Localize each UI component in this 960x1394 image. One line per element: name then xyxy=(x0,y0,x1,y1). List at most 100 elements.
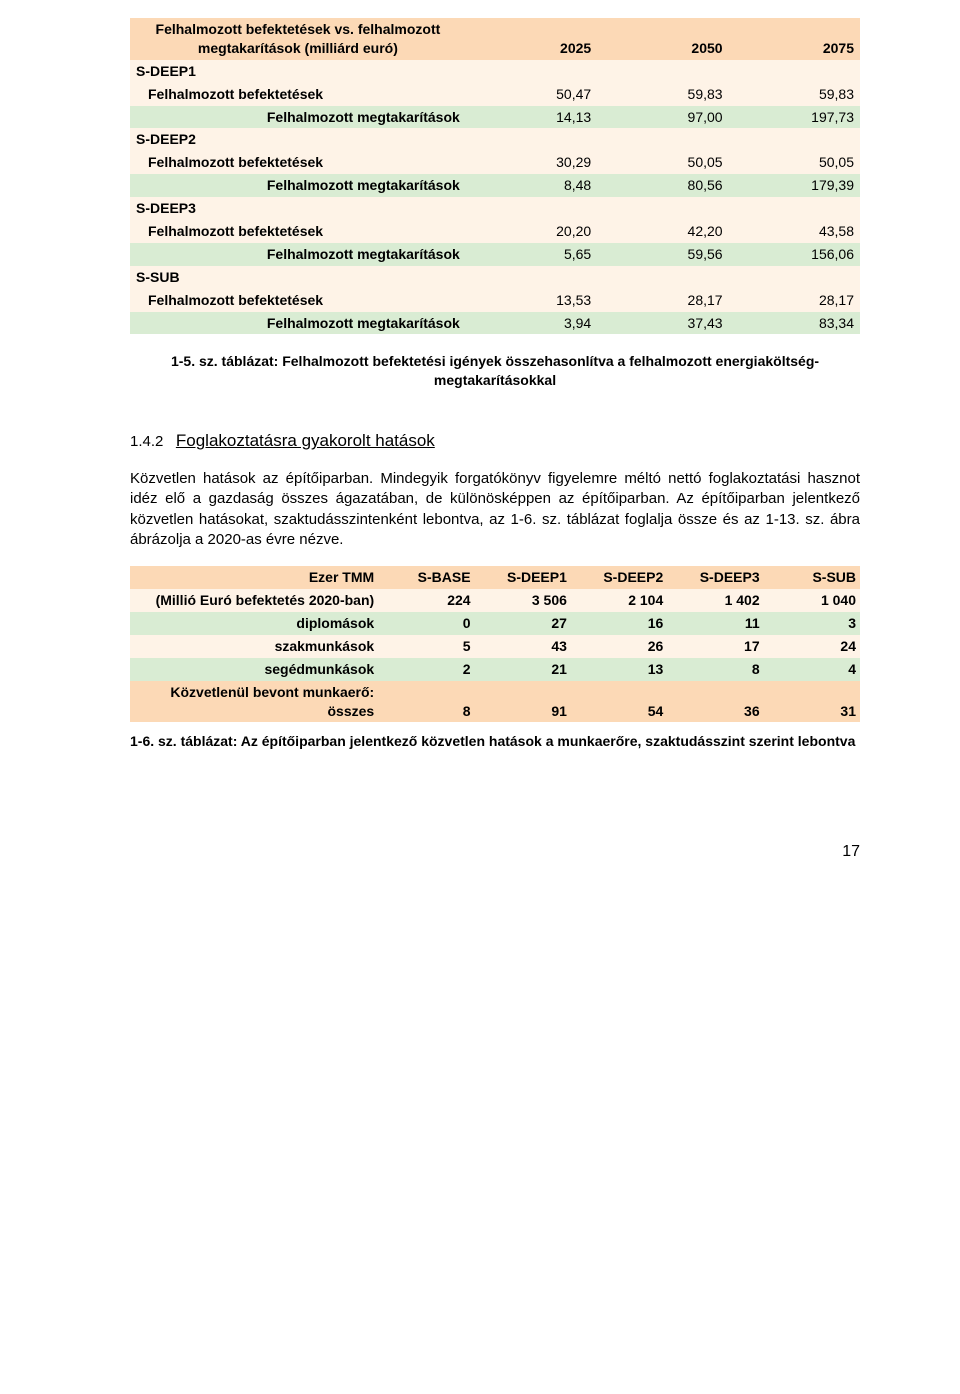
section-name: S-SUB xyxy=(130,266,466,289)
cell: 1 402 xyxy=(667,589,763,612)
cell: 50,05 xyxy=(597,151,728,174)
table-row: Felhalmozott megtakarítások14,1397,00197… xyxy=(130,106,860,129)
row-label: (Millió Euró befektetés 2020-ban) xyxy=(130,589,378,612)
table-row: Közvetlenül bevont munkaerő: összes 8 91… xyxy=(130,681,860,723)
col-2050: 2050 xyxy=(597,18,728,60)
cell: 2 xyxy=(378,658,474,681)
table-row: Felhalmozott befektetések50,4759,8359,83 xyxy=(130,83,860,106)
cell: 8 xyxy=(378,681,474,723)
cell: 4 xyxy=(764,658,860,681)
cell: 28,17 xyxy=(729,289,860,312)
section-title-link[interactable]: Foglakoztatásra gyakorolt hatások xyxy=(176,431,435,450)
section-number: 1.4.2 xyxy=(130,433,163,450)
table-row: (Millió Euró befektetés 2020-ban) 224 3 … xyxy=(130,589,860,612)
table-row: Felhalmozott megtakarítások5,6559,56156,… xyxy=(130,243,860,266)
cell: 8,48 xyxy=(466,174,597,197)
col: S-DEEP3 xyxy=(667,566,763,589)
cell: 156,06 xyxy=(729,243,860,266)
section-name: S-DEEP1 xyxy=(130,60,466,83)
row-label: Felhalmozott befektetések xyxy=(130,289,466,312)
row-label: segédmunkások xyxy=(130,658,378,681)
table-row: S-DEEP2 xyxy=(130,128,860,151)
cell: 5 xyxy=(378,635,474,658)
table-row: S-SUB xyxy=(130,266,860,289)
cell: 80,56 xyxy=(597,174,728,197)
cell: 91 xyxy=(475,681,571,723)
col-2075: 2075 xyxy=(729,18,860,60)
cell: 16 xyxy=(571,612,667,635)
cell: 97,00 xyxy=(597,106,728,129)
row-label: Felhalmozott megtakarítások xyxy=(130,243,466,266)
cell: 2 104 xyxy=(571,589,667,612)
header-label: Felhalmozott befektetések vs. felhalmozo… xyxy=(130,18,466,60)
table-investments: Felhalmozott befektetések vs. felhalmozo… xyxy=(130,18,860,334)
table-row: S-DEEP3 xyxy=(130,197,860,220)
page: Felhalmozott befektetések vs. felhalmozo… xyxy=(0,0,960,903)
table-row: Felhalmozott befektetések30,2950,0550,05 xyxy=(130,151,860,174)
cell: 3 xyxy=(764,612,860,635)
row-label: Felhalmozott befektetések xyxy=(130,83,466,106)
cell: 27 xyxy=(475,612,571,635)
cell: 179,39 xyxy=(729,174,860,197)
table-employment: Ezer TMM S-BASE S-DEEP1 S-DEEP2 S-DEEP3 … xyxy=(130,566,860,722)
cell: 17 xyxy=(667,635,763,658)
row-label: Felhalmozott megtakarítások xyxy=(130,106,466,129)
cell: 36 xyxy=(667,681,763,723)
row-label: Felhalmozott megtakarítások xyxy=(130,312,466,335)
cell: 59,56 xyxy=(597,243,728,266)
col: S-DEEP2 xyxy=(571,566,667,589)
col-2025: 2025 xyxy=(466,18,597,60)
table-row: segédmunkások 2 21 13 8 4 xyxy=(130,658,860,681)
table1-caption: 1-5. sz. táblázat: Felhalmozott befektet… xyxy=(130,352,860,390)
section-name: S-DEEP3 xyxy=(130,197,466,220)
table2-caption: 1-6. sz. táblázat: Az építőiparban jelen… xyxy=(130,732,860,751)
table-row: diplomások 0 27 16 11 3 xyxy=(130,612,860,635)
table-row: Felhalmozott befektetések20,2042,2043,58 xyxy=(130,220,860,243)
cell: 43,58 xyxy=(729,220,860,243)
table-row: szakmunkások 5 43 26 17 24 xyxy=(130,635,860,658)
table-row: Felhalmozott befektetések vs. felhalmozo… xyxy=(130,18,860,60)
cell: 224 xyxy=(378,589,474,612)
section-heading: 1.4.2 Foglakoztatásra gyakorolt hatások xyxy=(130,430,860,453)
col: S-BASE xyxy=(378,566,474,589)
header-label: Ezer TMM xyxy=(130,566,378,589)
cell: 197,73 xyxy=(729,106,860,129)
cell: 13 xyxy=(571,658,667,681)
cell: 13,53 xyxy=(466,289,597,312)
cell: 50,47 xyxy=(466,83,597,106)
cell: 30,29 xyxy=(466,151,597,174)
cell: 3,94 xyxy=(466,312,597,335)
cell: 37,43 xyxy=(597,312,728,335)
cell: 14,13 xyxy=(466,106,597,129)
row-label: Felhalmozott befektetések xyxy=(130,151,466,174)
cell: 26 xyxy=(571,635,667,658)
cell: 3 506 xyxy=(475,589,571,612)
cell: 43 xyxy=(475,635,571,658)
table-row: Felhalmozott megtakarítások8,4880,56179,… xyxy=(130,174,860,197)
cell: 54 xyxy=(571,681,667,723)
cell: 8 xyxy=(667,658,763,681)
cell: 5,65 xyxy=(466,243,597,266)
cell: 11 xyxy=(667,612,763,635)
row-label: Felhalmozott megtakarítások xyxy=(130,174,466,197)
cell: 59,83 xyxy=(729,83,860,106)
row-label: szakmunkások xyxy=(130,635,378,658)
page-number: 17 xyxy=(130,841,860,863)
cell: 21 xyxy=(475,658,571,681)
cell: 59,83 xyxy=(597,83,728,106)
cell: 0 xyxy=(378,612,474,635)
cell: 28,17 xyxy=(597,289,728,312)
cell: 83,34 xyxy=(729,312,860,335)
col: S-SUB xyxy=(764,566,860,589)
cell: 50,05 xyxy=(729,151,860,174)
cell: 24 xyxy=(764,635,860,658)
table-row: Felhalmozott megtakarítások3,9437,4383,3… xyxy=(130,312,860,335)
row-label: diplomások xyxy=(130,612,378,635)
col: S-DEEP1 xyxy=(475,566,571,589)
row-label: Közvetlenül bevont munkaerő: összes xyxy=(130,681,378,723)
table-row: S-DEEP1 xyxy=(130,60,860,83)
cell: 42,20 xyxy=(597,220,728,243)
cell: 31 xyxy=(764,681,860,723)
section-name: S-DEEP2 xyxy=(130,128,466,151)
cell: 20,20 xyxy=(466,220,597,243)
